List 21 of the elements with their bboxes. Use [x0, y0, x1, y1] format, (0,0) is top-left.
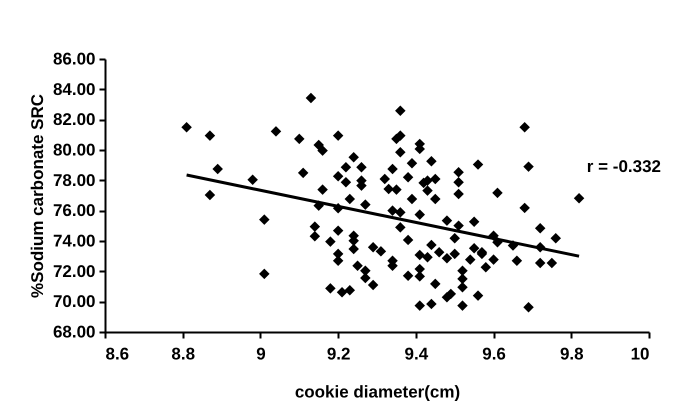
x-tick-label: 8.8 — [171, 344, 196, 364]
x-tick-label: 8.6 — [106, 344, 130, 364]
x-axis-title: cookie diameter(cm) — [294, 382, 460, 402]
y-tick-label: 74.00 — [52, 232, 96, 250]
y-tick-label: 84.00 — [52, 80, 96, 99]
y-axis-title: %Sodium carbonate SRC — [28, 94, 47, 298]
x-tick-label: 9.2 — [326, 344, 350, 364]
x-tick-label: 9.4 — [404, 344, 429, 364]
x-tick-label: 9 — [256, 344, 266, 364]
x-tick-label: 9.8 — [560, 344, 584, 364]
y-tick-label: 70.00 — [52, 292, 96, 312]
y-tick-label: 72.00 — [52, 262, 96, 281]
y-tick-label: 80.00 — [52, 140, 96, 160]
x-tick-label: 10 — [630, 344, 650, 364]
y-tick-label: 76.00 — [52, 201, 96, 220]
y-tick-label: 82.00 — [52, 110, 96, 130]
y-tick-label: 68.00 — [52, 322, 96, 342]
x-tick-label: 9.6 — [482, 344, 506, 364]
annotation: r = -0.332 — [586, 157, 661, 176]
y-tick-label: 78.00 — [52, 170, 96, 190]
y-tick-label: 86.00 — [52, 50, 96, 68]
